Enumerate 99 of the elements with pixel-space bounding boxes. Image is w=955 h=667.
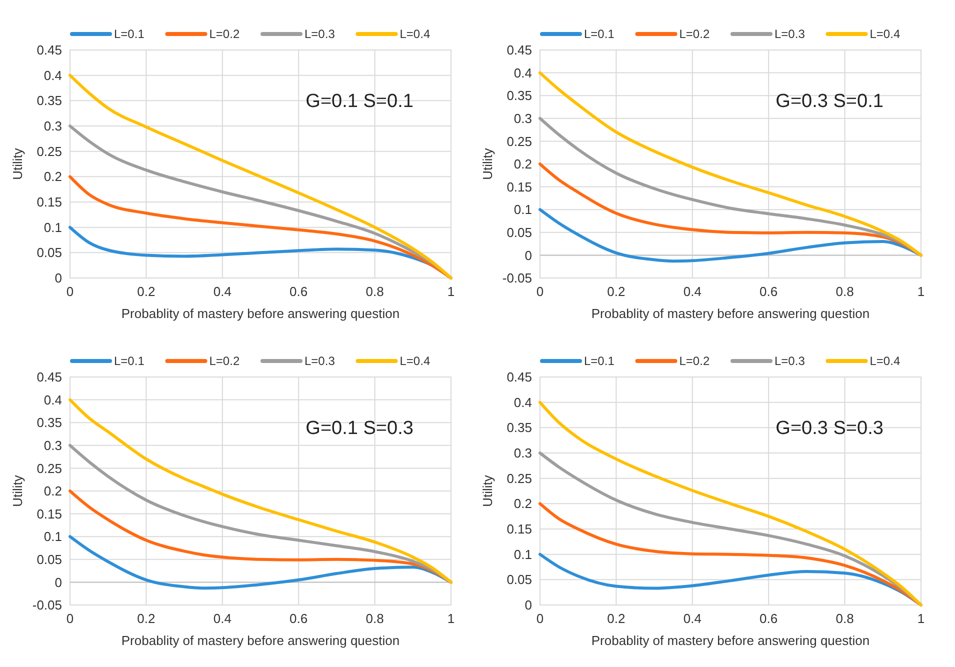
y-tick-label: 0.15 [506, 522, 532, 537]
y-axis-title: Utility [10, 148, 25, 180]
y-axis-title: Utility [10, 474, 25, 507]
y-tick-label: 0.35 [506, 420, 532, 436]
y-tick-label: 0.35 [36, 415, 62, 430]
x-axis-title: Probablity of mastery before answering question [591, 633, 870, 648]
x-tick-label: 0 [536, 611, 544, 626]
y-tick-label: 0.3 [44, 118, 62, 134]
y-tick-label: 0.05 [506, 224, 532, 240]
y-tick-label: 0 [524, 248, 532, 263]
legend-label: L=0.2 [209, 27, 240, 42]
y-tick-label: 0.35 [506, 88, 532, 104]
x-tick-label: 0.8 [836, 284, 854, 299]
x-tick-label: 1 [917, 611, 925, 626]
y-axis-title: Utility [480, 474, 495, 507]
y-tick-label: 0.35 [36, 93, 62, 108]
legend-label: L=0.1 [114, 27, 145, 42]
legend-label: L=0.4 [870, 354, 900, 368]
x-tick-label: 0.4 [683, 284, 702, 299]
x-tick-label: 0.6 [760, 284, 778, 299]
y-tick-label: 0.05 [36, 245, 62, 260]
y-tick-label: 0.3 [514, 446, 532, 461]
x-tick-label: 0 [536, 284, 544, 299]
legend-label: L=0.1 [114, 354, 145, 368]
line-series [538, 71, 922, 257]
y-tick-label: 0.15 [36, 194, 62, 210]
legend-label: L=0.2 [679, 27, 710, 42]
x-tick-label: 0.6 [760, 611, 778, 626]
y-tick-label: 0.3 [514, 110, 532, 126]
x-axis-title: Probablity of mastery before answering question [121, 633, 400, 648]
line-series [68, 74, 452, 280]
annotation: G=0.1 S=0.3 [306, 418, 414, 439]
y-tick-label: 0.15 [36, 506, 62, 522]
y-tick-label: 0.4 [514, 65, 532, 80]
legend-label: L=0.3 [774, 27, 806, 42]
x-tick-label: 0.8 [366, 284, 384, 299]
legend-label: L=0.1 [584, 354, 615, 368]
x-tick-label: 0.2 [137, 284, 156, 299]
y-tick-label: 0.25 [36, 144, 62, 159]
line-series [538, 400, 922, 606]
y-tick-label: 0 [54, 574, 62, 590]
y-tick-label: 0.4 [44, 68, 62, 83]
y-tick-label: 0.1 [514, 546, 532, 562]
y-axis-title: Utility [480, 148, 495, 180]
x-tick-label: 0.6 [290, 611, 308, 626]
y-tick-label: 0.1 [44, 529, 62, 544]
x-tick-label: 0.4 [213, 611, 232, 626]
x-tick-label: 0.6 [290, 284, 308, 299]
x-tick-label: 0 [66, 284, 74, 299]
y-tick-label: 0.45 [36, 370, 62, 385]
line-series [68, 444, 452, 584]
legend-label: L=0.4 [400, 27, 430, 42]
legend-label: L=0.2 [679, 354, 710, 368]
line-series [68, 398, 452, 584]
y-tick-label: 0.05 [36, 552, 62, 567]
legend-label: L=0.3 [304, 354, 336, 368]
annotation: G=0.3 S=0.3 [776, 418, 884, 439]
x-tick-label: 0.2 [607, 284, 626, 299]
y-tick-label: 0.25 [506, 470, 532, 486]
y-tick-label: 0.2 [44, 484, 62, 499]
annotation: G=0.3 S=0.1 [776, 90, 884, 112]
y-tick-label: 0.05 [506, 572, 532, 588]
legend-label: L=0.2 [209, 354, 240, 368]
x-tick-label: 0.4 [683, 611, 702, 626]
y-tick-label: 0.15 [506, 179, 532, 194]
x-tick-label: 0.2 [607, 611, 626, 626]
y-tick-label: 0.1 [44, 220, 62, 235]
y-tick-label: -0.05 [32, 598, 62, 613]
legend-label: L=0.3 [774, 354, 806, 368]
x-tick-label: 0.4 [213, 284, 232, 299]
annotation: G=0.1 S=0.1 [306, 90, 414, 112]
y-tick-label: -0.05 [502, 270, 532, 286]
y-tick-label: 0.4 [44, 392, 62, 408]
y-tick-label: 0.2 [44, 169, 62, 184]
x-tick-label: 1 [447, 284, 455, 299]
y-tick-label: 0.25 [506, 134, 532, 149]
y-tick-label: 0.25 [36, 460, 62, 476]
y-tick-label: 0.45 [506, 370, 532, 385]
x-tick-label: 1 [447, 611, 455, 626]
y-tick-label: 0.4 [514, 394, 532, 410]
y-tick-label: 0.2 [514, 496, 532, 512]
legend-label: L=0.3 [304, 27, 336, 42]
y-tick-label: 0.2 [514, 156, 532, 172]
x-tick-label: 1 [917, 284, 925, 299]
y-tick-label: 0.45 [506, 42, 532, 58]
x-tick-label: 0.8 [366, 611, 384, 626]
y-tick-label: 0.3 [44, 438, 62, 453]
y-tick-label: 0.45 [36, 42, 62, 58]
legend-label: L=0.4 [870, 27, 900, 42]
x-tick-label: 0.2 [137, 611, 156, 626]
y-tick-label: 0 [524, 598, 532, 613]
y-tick-label: 0 [54, 270, 62, 286]
x-axis-title: Probablity of mastery before answering question [591, 306, 870, 321]
y-tick-label: 0.1 [514, 202, 532, 218]
x-tick-label: 0.8 [836, 611, 854, 626]
x-tick-label: 0 [66, 611, 74, 626]
x-axis-title: Probablity of mastery before answering question [121, 306, 400, 321]
legend-label: L=0.4 [400, 354, 430, 368]
legend-label: L=0.1 [584, 27, 615, 42]
